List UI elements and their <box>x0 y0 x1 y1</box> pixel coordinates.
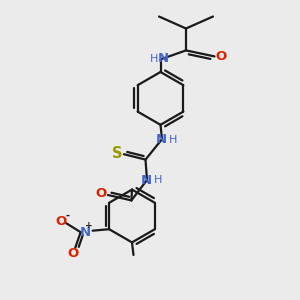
Text: O: O <box>215 50 227 63</box>
Text: N: N <box>157 52 169 65</box>
Text: O: O <box>55 215 67 228</box>
Text: -: - <box>66 211 70 221</box>
Text: +: + <box>85 221 93 230</box>
Text: O: O <box>96 187 107 200</box>
Text: O: O <box>67 247 79 260</box>
Text: N: N <box>79 226 90 239</box>
Text: N: N <box>156 133 167 146</box>
Text: S: S <box>112 146 123 160</box>
Text: H: H <box>150 54 158 64</box>
Text: N: N <box>141 173 152 187</box>
Text: H: H <box>169 135 178 145</box>
Text: H: H <box>154 175 163 185</box>
